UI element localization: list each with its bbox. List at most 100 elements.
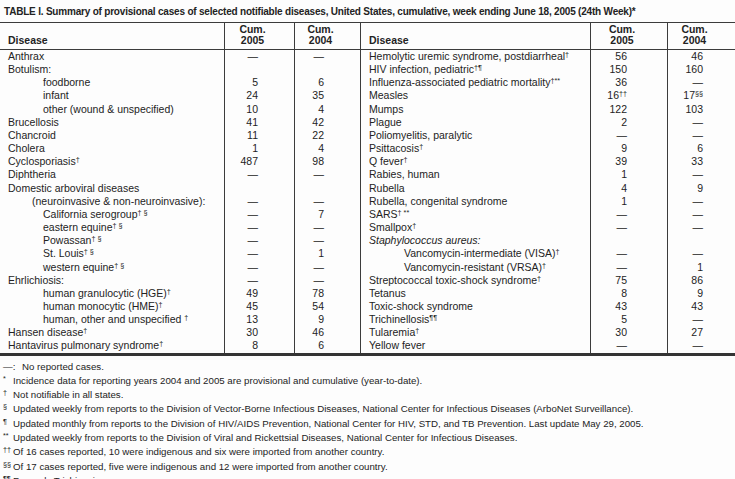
disease-label: Vancomycin-intermediate (VISA): [404, 247, 556, 259]
cum-2005-cell: —: [224, 234, 294, 247]
cum-2005-cell: 41: [224, 116, 294, 129]
cell-value: 4: [318, 103, 324, 115]
disease-cell: Brucellosis: [0, 116, 224, 129]
disease-label: human granulocytic (HGE): [43, 287, 167, 299]
footnote-text: Of 16 cases reported, 10 were indigenous…: [13, 446, 384, 457]
cell-value: —: [248, 221, 259, 233]
cum-2005-cell: —: [590, 208, 667, 221]
cell-value: 46: [312, 326, 324, 338]
disease-cell: Q fever†: [360, 155, 590, 168]
cell-value: 30: [246, 326, 258, 338]
footnote-line: *Incidence data for reporting years 2004…: [0, 373, 735, 387]
cum-2004-cell: 1: [294, 247, 360, 260]
cell-value: 54: [312, 300, 324, 312]
superscript-marker: †: [565, 50, 569, 59]
cell-value: 86: [691, 274, 703, 286]
cell-value: —: [314, 168, 325, 180]
cell-value: 1: [697, 261, 703, 273]
disease-cell: (neuroinvasive & non-neuroinvasive):: [0, 195, 224, 208]
footnote-marker: §: [3, 401, 13, 413]
cell-value: 9: [697, 287, 703, 299]
disease-cell: Rabies, human: [360, 168, 590, 181]
cum-2005-cell: —: [590, 261, 667, 274]
cell-value: 33: [691, 155, 703, 167]
cell-value: 487: [240, 155, 258, 167]
cum-2004-cell: 1: [667, 261, 735, 274]
superscript-marker: †: [419, 142, 423, 151]
disease-label: Ehrlichiosis:: [8, 274, 64, 286]
cell-value: —: [617, 247, 628, 259]
disease-cell: Hantavirus pulmonary syndrome†: [0, 339, 224, 352]
disease-label: infant: [43, 89, 69, 101]
disease-label: Cyclosporiasis: [8, 155, 76, 167]
cum-2005-cell: —: [224, 221, 294, 234]
cell-value: 41: [246, 116, 258, 128]
disease-label: Botulism:: [8, 63, 51, 75]
cell-value: 56: [615, 50, 627, 62]
column-header-disease: Disease: [0, 23, 224, 50]
cum-2005-cell: —: [224, 50, 294, 63]
disease-cell: Botulism:: [0, 63, 224, 76]
cell-value: 9: [697, 182, 703, 194]
cell-value: 36: [615, 76, 627, 88]
superscript-marker: † §: [91, 234, 101, 243]
cum-2005-cell: 1: [590, 168, 667, 181]
disease-cell: eastern equine† §: [0, 221, 224, 234]
cum-2004-cell: —: [667, 116, 735, 129]
cum-2005-cell: 45: [224, 300, 294, 313]
superscript-marker: †: [403, 155, 407, 164]
cell-value: —: [314, 221, 325, 233]
footnote-marker: ¶: [3, 416, 13, 428]
disease-label: Yellow fever: [369, 339, 425, 351]
disease-cell: foodborne: [0, 76, 224, 89]
footnote-line: **Updated weekly from reports to the Div…: [0, 430, 735, 444]
disease-cell: Diphtheria: [0, 168, 224, 181]
cum-2004-cell: [294, 63, 360, 76]
disease-label: Cholera: [8, 142, 45, 154]
cum-2005-cell: 36: [590, 76, 667, 89]
superscript-marker: †¶: [474, 63, 482, 72]
cum-2004-cell: 43: [667, 300, 735, 313]
year-2004-label: 2004: [668, 35, 721, 46]
footnote-marker: **: [3, 430, 13, 442]
disease-label: Rabies, human: [369, 168, 440, 180]
disease-cell: St. Louis† §: [0, 247, 224, 260]
cell-value: 22: [312, 129, 324, 141]
cum-2004-cell: 6: [667, 142, 735, 155]
cum-2004-cell: 160: [667, 63, 735, 76]
cell-value: —: [248, 195, 259, 207]
superscript-marker: † §: [138, 207, 148, 216]
superscript-marker: † §: [114, 260, 124, 269]
cell-value: 1: [621, 168, 627, 180]
disease-cell: Tularemia†: [360, 326, 590, 339]
cum-2005-cell: 122: [590, 103, 667, 116]
cum-2004-cell: 9: [667, 182, 735, 195]
disease-label: St. Louis: [43, 247, 84, 259]
disease-cell: Powassan† §: [0, 234, 224, 247]
cum-2004-cell: —: [294, 234, 360, 247]
superscript-marker: †: [184, 313, 188, 322]
footnotes: —:No reported cases.*Incidence data for …: [0, 361, 735, 479]
cum-2005-cell: —: [224, 168, 294, 181]
cum-2004-cell: 6: [294, 76, 360, 89]
disease-label: Tularemia: [369, 326, 415, 338]
cum-2005-cell: 9: [590, 142, 667, 155]
cell-value: 1: [621, 195, 627, 207]
superscript-marker: †: [556, 247, 560, 256]
disease-label: Toxic-shock syndrome: [369, 300, 473, 312]
disease-cell: California serogroup† §: [0, 208, 224, 221]
disease-cell: Poliomyelitis, paralytic: [360, 129, 590, 142]
disease-cell: Mumps: [360, 103, 590, 116]
cum-2004-cell: —: [667, 195, 735, 208]
disease-label: California serogroup: [43, 208, 138, 220]
footnote-marker: †: [3, 387, 13, 399]
disease-label: other (wound & unspecified): [43, 103, 174, 115]
cum-2005-cell: —: [590, 247, 667, 260]
disease-cell: Measles: [360, 89, 590, 102]
cum-2005-cell: 16††: [590, 89, 667, 102]
disease-label: Domestic arboviral diseases: [8, 182, 139, 194]
footnote-text: Incidence data for reporting years 2004 …: [13, 375, 422, 386]
disease-label: Poliomyelitis, paralytic: [369, 129, 472, 141]
cell-value: —: [617, 208, 628, 220]
cell-value: 35: [312, 89, 324, 101]
